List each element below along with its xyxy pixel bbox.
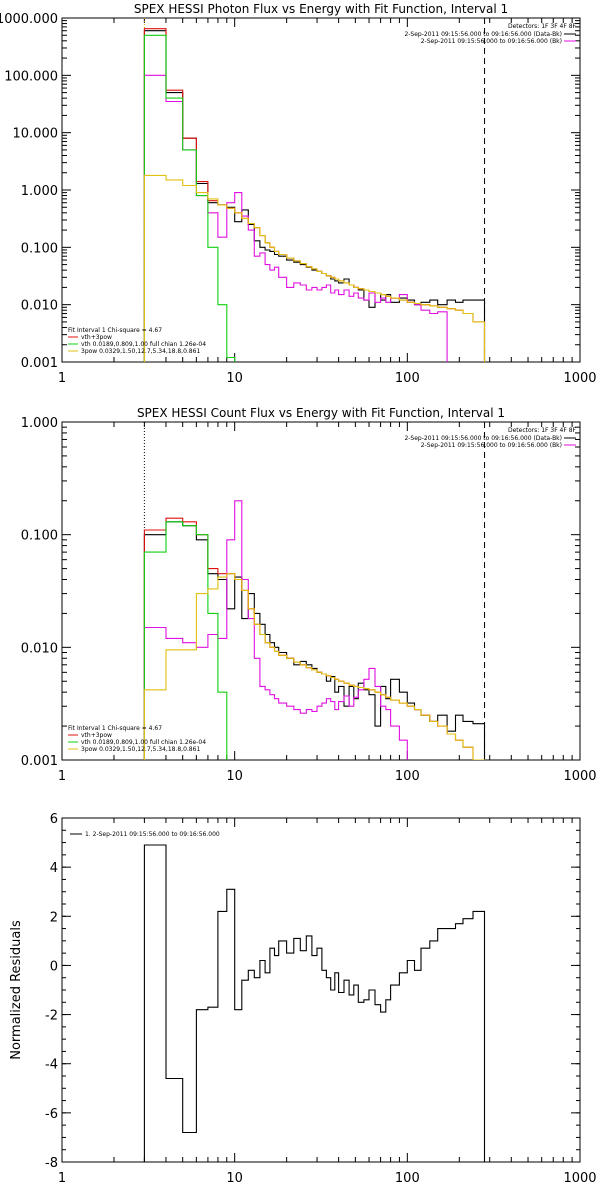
y-tick-label: -4 <box>45 1058 58 1073</box>
legend-label: 1. 2-Sep-2011 09:15:56.000 to 09:16:56.0… <box>85 831 220 838</box>
plot-frame <box>61 17 581 363</box>
plot-frame <box>61 817 581 1163</box>
legend-label: 2-Sep-2011 09:15:56.000 to 09:16:56.000 … <box>421 442 562 449</box>
series-line-vth-3pow <box>143 517 486 760</box>
series-line-data-bk <box>143 521 486 760</box>
series-line-bk <box>143 74 448 362</box>
legend-label: vth+3pow <box>81 334 112 341</box>
series-line-3pow <box>143 174 486 362</box>
y-tick-label: 0 <box>50 959 58 974</box>
y-tick-label: 0.100 <box>21 241 58 256</box>
y-tick-label: 1000.000 <box>0 12 58 27</box>
panel-2: SPEX HESSI Count Flux vs Energy with Fit… <box>21 406 597 784</box>
y-tick-label: 1.000 <box>21 184 58 199</box>
legend-label: 2-Sep-2011 09:15:56.000 to 09:16:56.000 … <box>404 31 562 38</box>
legend-header: Fit Interval 1 Chi-square = 4.67 <box>68 327 162 334</box>
y-tick-label: 1.000 <box>21 416 58 431</box>
plot-area <box>143 422 486 760</box>
series-line-3pow <box>143 573 486 760</box>
panel-1: SPEX HESSI Photon Flux vs Energy with Fi… <box>0 2 597 386</box>
x-tick-label: 100 <box>395 1171 420 1186</box>
legend-label: 3pow 0.0329,1.50,12.7,5.34,18.8,0.861 <box>81 348 200 355</box>
series-line-vth <box>143 34 236 362</box>
chart-title: SPEX HESSI Photon Flux vs Energy with Fi… <box>134 2 508 16</box>
legend-label: 2-Sep-2011 09:15:56.000 to 09:16:56.000 … <box>404 435 562 442</box>
x-tick-label: 100 <box>395 371 420 386</box>
plot-area <box>143 18 486 362</box>
y-tick-label: 6 <box>50 812 58 827</box>
x-tick-label: 100 <box>395 769 420 784</box>
y-tick-label: 0.010 <box>21 641 58 656</box>
y-tick-label: 4 <box>50 861 58 876</box>
x-tick-label: 1000 <box>563 371 596 386</box>
y-tick-label: 0.100 <box>21 529 58 544</box>
plot-area <box>143 844 486 1162</box>
legend-header: Fit Interval 1 Chi-square = 4.67 <box>68 725 162 732</box>
plot-frame <box>61 421 581 761</box>
y-tick-label: -8 <box>45 1156 58 1171</box>
x-tick-label: 1000 <box>563 1171 596 1186</box>
y-tick-label: 2 <box>50 910 58 925</box>
x-tick-label: 1 <box>58 371 66 386</box>
y-tick-label: 10.000 <box>13 127 59 142</box>
legend-header: Detectors: 1F 3F 4F 8F <box>508 427 577 434</box>
x-tick-label: 10 <box>226 1171 243 1186</box>
x-tick-label: 10 <box>226 371 243 386</box>
legend-label: vth 0.0189,0.809,1.00 full chian 1.26e-0… <box>81 341 206 348</box>
y-tick-label: -6 <box>45 1107 58 1122</box>
series-line-1- <box>143 844 486 1162</box>
series-line-vth <box>143 521 228 760</box>
x-tick-label: 1000 <box>563 769 596 784</box>
legend-header: Detectors: 1F 3F 4F 8F <box>508 23 577 30</box>
legend-label: vth+3pow <box>81 732 112 739</box>
y-tick-label: 100.000 <box>4 69 58 84</box>
y-tick-label: 0.001 <box>21 356 58 371</box>
legend-label: vth 0.0189,0.809,1.00 full chian 1.26e-0… <box>81 739 206 746</box>
series-line-bk <box>143 500 408 760</box>
panel-3: 1 10 100 1000 -8 -6 -4 -2 0 2 4 6 Normalized Residua… <box>9 812 597 1186</box>
x-tick-label: 1 <box>58 1171 66 1186</box>
legend-label: 3pow 0.0329,1.50,12.7,5.34,18.8,0.861 <box>81 746 200 753</box>
y-tick-label: 0.010 <box>21 299 58 314</box>
y-tick-label: 0.001 <box>21 754 58 769</box>
legend-label: 2-Sep-2011 09:15:56.000 to 09:16:56.000 … <box>421 38 562 45</box>
y-tick-label: -2 <box>45 1009 58 1024</box>
x-tick-label: 1 <box>58 769 66 784</box>
chart-title: SPEX HESSI Count Flux vs Energy with Fit… <box>137 406 505 420</box>
x-tick-label: 10 <box>226 769 243 784</box>
y-axis-label: Normalized Residuals <box>9 920 24 1060</box>
